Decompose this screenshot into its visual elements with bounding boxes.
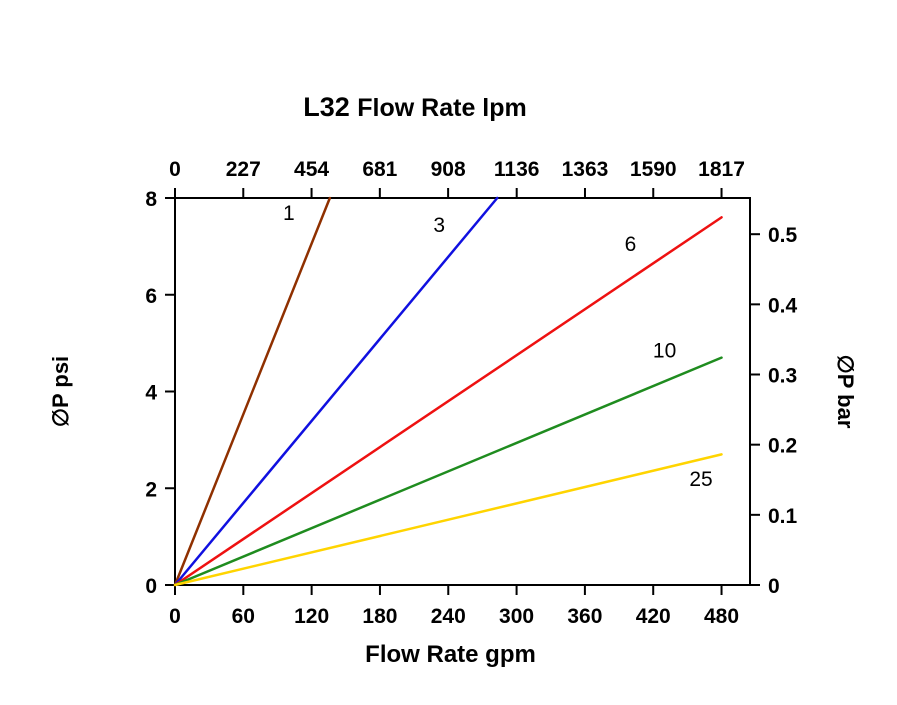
chart-title: L32 Flow Rate lpm — [303, 92, 527, 122]
top-tick-label: 454 — [294, 158, 329, 181]
bottom-tick-label: 120 — [294, 605, 329, 628]
bottom-tick-label: 240 — [431, 605, 466, 628]
left-tick-label: 8 — [145, 188, 157, 211]
left-tick-label: 0 — [145, 575, 157, 598]
right-tick-label: 0.4 — [768, 294, 798, 317]
series-line-6 — [173, 216, 723, 587]
bottom-tick-label: 360 — [567, 605, 602, 628]
top-tick-label: 1136 — [494, 158, 540, 181]
right-tick-label: 0.2 — [768, 435, 797, 458]
bottom-axis-title: Flow Rate gpm — [365, 641, 536, 668]
bottom-tick-label: 420 — [636, 605, 671, 628]
right-tick-label: 0.5 — [768, 224, 798, 247]
series-line-1 — [173, 196, 332, 587]
right-axis-title: ∅P bar — [833, 355, 858, 429]
top-tick-label: 1363 — [562, 158, 609, 181]
left-tick-label: 6 — [145, 285, 157, 308]
top-tick-label: 908 — [431, 158, 466, 181]
bottom-tick-label: 300 — [499, 605, 534, 628]
series-label-25: 25 — [689, 468, 712, 491]
series-label-1: 1 — [283, 202, 295, 225]
right-tick-label: 0.3 — [768, 365, 797, 388]
top-tick-label: 227 — [226, 158, 261, 181]
series-label-6: 6 — [625, 233, 637, 256]
top-tick-label: 1590 — [630, 158, 677, 181]
top-tick-label: 1817 — [698, 158, 745, 181]
chart-title-model: L32 — [303, 92, 357, 122]
chart-title-text: Flow Rate lpm — [357, 94, 526, 122]
right-tick-label: 0 — [768, 575, 780, 598]
left-axis-title: ∅P psi — [48, 356, 73, 427]
series-line-10 — [173, 356, 723, 587]
top-tick-label: 0 — [169, 158, 181, 181]
series-line-3 — [173, 196, 499, 587]
left-tick-label: 4 — [145, 382, 157, 405]
bottom-tick-label: 480 — [704, 605, 739, 628]
series-line-25 — [173, 453, 723, 587]
bottom-tick-label: 180 — [362, 605, 397, 628]
series-label-3: 3 — [433, 214, 445, 237]
left-tick-label: 2 — [145, 478, 157, 501]
right-tick-label: 0.1 — [768, 505, 798, 528]
top-tick-label: 681 — [362, 158, 397, 181]
bottom-tick-label: 0 — [169, 605, 181, 628]
series-label-10: 10 — [653, 340, 676, 363]
bottom-tick-label: 60 — [232, 605, 255, 628]
